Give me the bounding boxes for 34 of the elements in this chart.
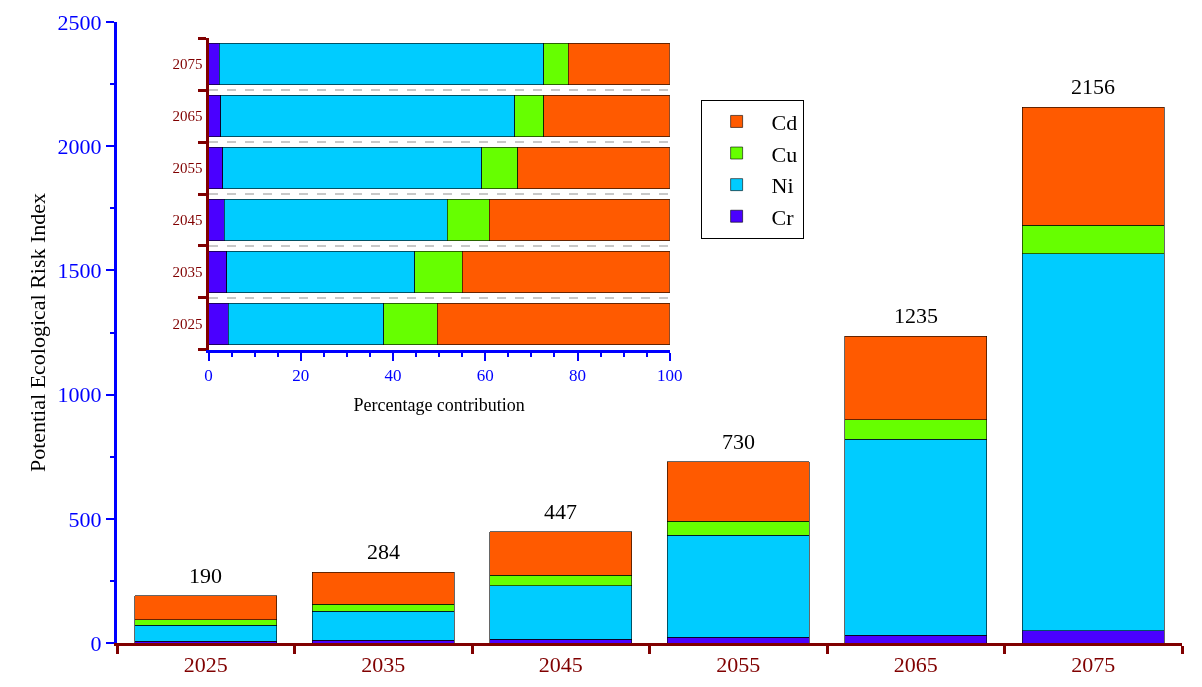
x-tick-label: 2075	[1071, 652, 1116, 678]
y-tick-label: 500	[68, 506, 102, 532]
y-tick-label: 2500	[57, 9, 102, 35]
y-tick-label: 2055	[172, 160, 203, 177]
y-tick-label: 1500	[57, 258, 102, 284]
y-tick-label: 2065	[172, 108, 203, 125]
y-tick-label: 2035	[172, 264, 203, 281]
y-tick-label: 0	[90, 630, 102, 656]
x-tick-label: 60	[476, 366, 494, 386]
x-tick-label: 2035	[361, 652, 406, 678]
total-label: 1235	[894, 303, 938, 328]
y-tick-label: 2000	[57, 133, 102, 159]
y-axis-title: Potential Ecological Risk Index	[25, 192, 51, 473]
y-tick-label: 2045	[172, 212, 203, 229]
x-tick-label: 20	[292, 366, 310, 386]
x-tick-label: 2065	[893, 652, 938, 678]
legend-label: Ni	[771, 173, 794, 199]
legend-label: Cr	[771, 204, 795, 230]
total-label: 284	[367, 539, 400, 564]
x-tick-label: 100	[656, 366, 683, 386]
legend-label: Cu	[771, 141, 798, 167]
x-tick-label: 80	[569, 366, 587, 386]
y-tick-label: 1000	[57, 382, 102, 408]
x-tick-label: 2045	[538, 652, 583, 678]
total-label: 190	[189, 563, 222, 588]
total-label: 730	[722, 429, 755, 454]
total-label: 2156	[1071, 74, 1115, 99]
x-tick-label: 40	[384, 366, 402, 386]
y-tick-label: 2075	[172, 56, 203, 73]
total-label: 447	[544, 499, 577, 524]
x-tick-label: 2055	[716, 652, 761, 678]
legend-label: Cd	[771, 110, 798, 136]
x-axis-title: Percentage contribution	[353, 395, 525, 416]
y-tick-label: 2025	[172, 316, 203, 333]
